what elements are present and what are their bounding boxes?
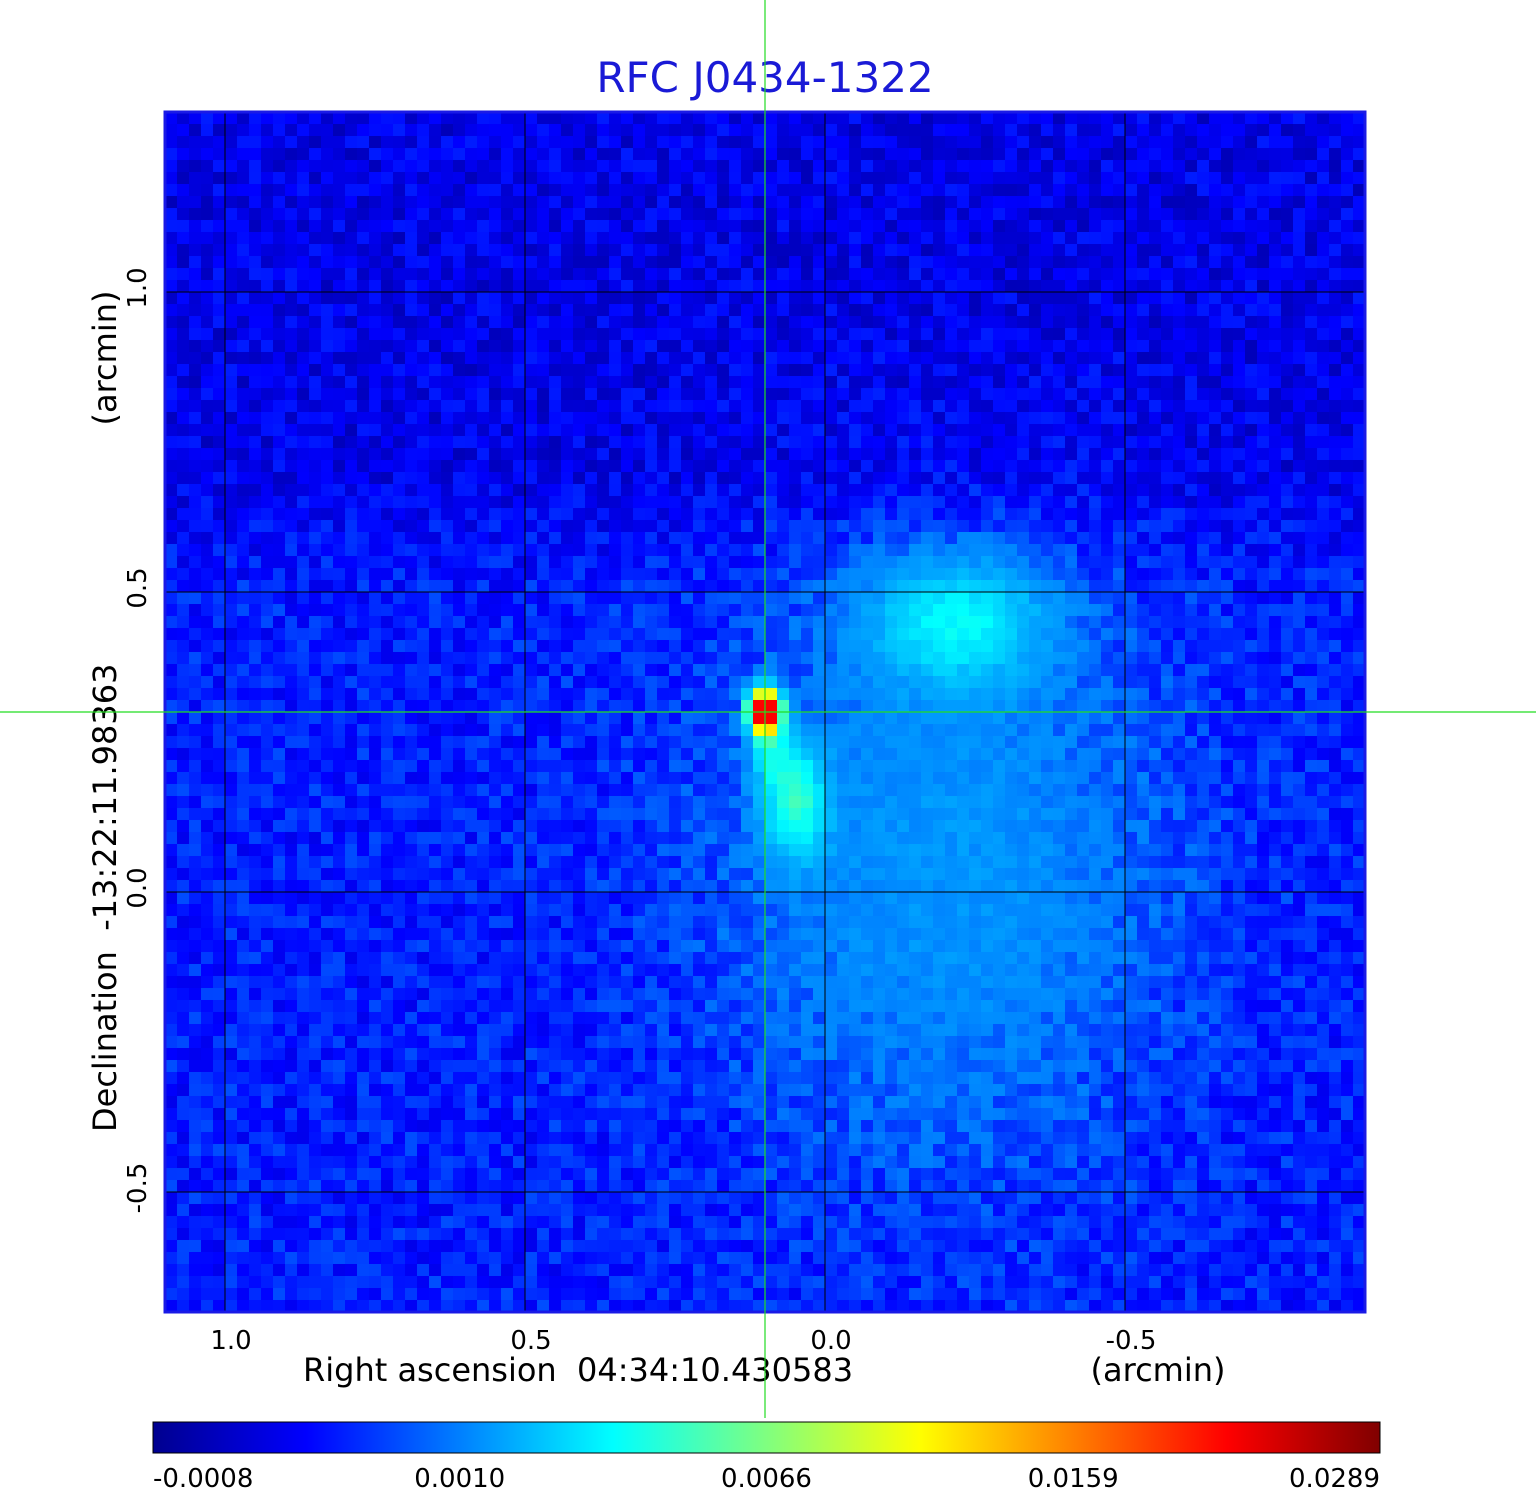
- x-axis-ticks: 1.0 0.5 0.0 -0.5: [210, 1326, 1156, 1356]
- colorbar-tick-label: 0.0159: [1028, 1464, 1119, 1494]
- x-tick-label: 1.0: [210, 1326, 251, 1356]
- y-tick-label: 0.0: [123, 867, 153, 908]
- y-axis-ticks: 1.0 0.5 0.0 -0.5: [123, 267, 153, 1213]
- crosshair: [0, 0, 1536, 1418]
- x-tick-label: -0.5: [1106, 1326, 1157, 1356]
- y-axis-label: Declination -13:22:11.98363: [86, 664, 124, 1132]
- colorbar-tick-label: -0.0008: [153, 1464, 253, 1494]
- y-axis-unit: (arcmin): [86, 291, 124, 426]
- colorbar-ticks: -0.0008 0.0010 0.0066 0.0159 0.0289: [153, 1464, 1380, 1494]
- x-axis-unit: (arcmin): [1091, 1351, 1226, 1389]
- x-axis-label: Right ascension 04:34:10.430583: [303, 1351, 853, 1389]
- x-tick-label: 0.5: [510, 1326, 551, 1356]
- colorbar-tick-label: 0.0066: [721, 1464, 812, 1494]
- colorbar-tick-label: 0.0010: [414, 1464, 505, 1494]
- y-tick-label: -0.5: [123, 1163, 153, 1214]
- colorbar: [152, 1421, 1381, 1454]
- colorbar-tick-label: 0.0289: [1289, 1464, 1380, 1494]
- x-tick-label: 0.0: [810, 1326, 851, 1356]
- y-tick-label: 0.5: [123, 567, 153, 608]
- y-tick-label: 1.0: [123, 267, 153, 308]
